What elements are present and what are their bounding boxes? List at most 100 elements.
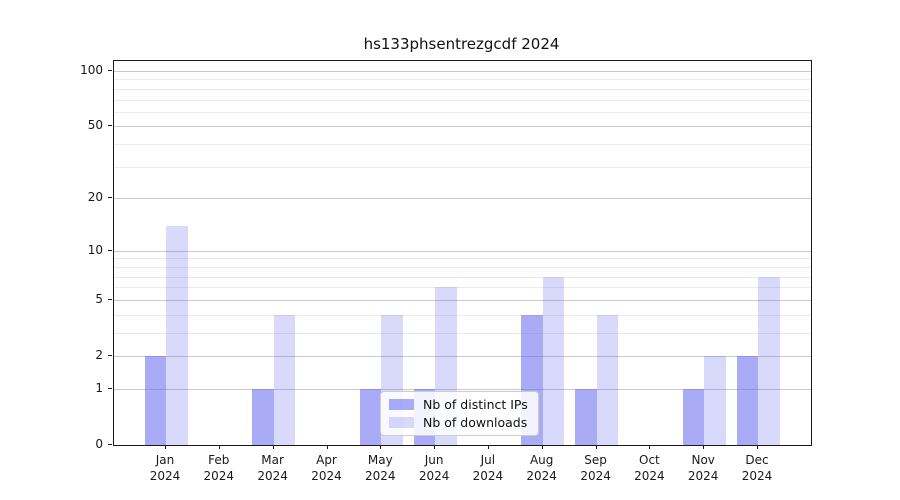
x-tick-year: 2024 bbox=[687, 469, 719, 483]
x-tick-mark bbox=[703, 445, 705, 449]
x-tick-label: Mar 2024 bbox=[243, 452, 303, 484]
x-tick-year: 2024 bbox=[580, 469, 611, 483]
y-tick-mark bbox=[108, 70, 112, 71]
gridline-minor bbox=[114, 258, 811, 260]
gridline-major bbox=[114, 71, 811, 72]
gridline-major bbox=[114, 388, 811, 390]
x-tick-mark bbox=[326, 445, 328, 449]
gridline-major bbox=[114, 250, 811, 252]
legend-item-distinct-ips: Nb of distinct IPs bbox=[389, 397, 528, 412]
gridline-major bbox=[114, 356, 811, 357]
x-tick-mark bbox=[380, 445, 382, 449]
y-tick-mark bbox=[108, 444, 112, 445]
bar-distinct-ips bbox=[144, 356, 166, 445]
bar-distinct-ips bbox=[252, 388, 274, 445]
legend-swatch-downloads bbox=[389, 417, 414, 428]
bar-distinct-ips bbox=[682, 388, 705, 445]
x-tick-month: Mar bbox=[261, 453, 284, 467]
x-tick-month: Oct bbox=[639, 453, 660, 467]
x-tick-year: 2024 bbox=[526, 469, 557, 483]
bar-downloads bbox=[273, 314, 296, 445]
legend-item-downloads: Nb of downloads bbox=[389, 415, 528, 430]
bar-downloads bbox=[704, 356, 726, 445]
x-tick-month: Jan bbox=[155, 453, 175, 467]
bar-distinct-ips bbox=[359, 388, 382, 445]
gridline-minor bbox=[114, 111, 811, 113]
y-tick-label: 0 bbox=[95, 437, 103, 451]
legend: Nb of distinct IPs Nb of downloads bbox=[380, 391, 539, 436]
gridline-minor bbox=[114, 287, 811, 289]
gridline-minor bbox=[114, 332, 811, 334]
bar-downloads bbox=[542, 276, 565, 445]
y-tick-mark bbox=[108, 355, 112, 356]
x-tick-year: 2024 bbox=[418, 469, 450, 483]
bar-distinct-ips bbox=[736, 356, 758, 445]
x-tick-year: 2024 bbox=[472, 469, 504, 483]
x-tick-month: Jul bbox=[480, 453, 496, 467]
x-tick-mark bbox=[165, 445, 166, 449]
x-tick-year: 2024 bbox=[634, 469, 665, 483]
gridline-minor bbox=[114, 144, 811, 146]
gridline-minor bbox=[114, 166, 811, 168]
legend-label-distinct-ips: Nb of distinct IPs bbox=[423, 397, 528, 412]
x-tick-label: Sep 2024 bbox=[566, 452, 626, 484]
x-tick-year: 2024 bbox=[257, 469, 288, 483]
y-tick-mark bbox=[108, 298, 112, 300]
gridline-minor bbox=[114, 314, 811, 316]
x-tick-month: Dec bbox=[745, 453, 769, 467]
bar-downloads bbox=[166, 225, 188, 445]
x-tick-label: Nov 2024 bbox=[673, 452, 733, 484]
x-tick-month: Nov bbox=[691, 453, 715, 467]
y-tick-label: 5 bbox=[95, 291, 103, 306]
x-tick-label: Dec 2024 bbox=[727, 452, 787, 484]
gridline-major bbox=[114, 198, 811, 200]
y-tick-mark bbox=[108, 197, 112, 199]
x-tick-label: Feb 2024 bbox=[189, 452, 249, 484]
y-tick-label: 10 bbox=[87, 242, 103, 257]
gridline-major bbox=[114, 299, 811, 301]
x-tick-year: 2024 bbox=[741, 469, 773, 483]
y-tick-label: 100 bbox=[80, 63, 103, 77]
x-tick-mark bbox=[595, 445, 597, 449]
legend-swatch-distinct-ips bbox=[389, 399, 414, 410]
gridline-minor bbox=[114, 99, 811, 101]
y-tick-label: 2 bbox=[95, 348, 103, 362]
bar-downloads bbox=[758, 276, 780, 445]
x-tick-label: Jun 2024 bbox=[404, 452, 464, 484]
x-tick-year: 2024 bbox=[365, 469, 396, 483]
x-tick-month: May bbox=[367, 453, 393, 467]
x-tick-year: 2024 bbox=[149, 469, 181, 483]
y-tick-mark bbox=[108, 125, 112, 127]
legend-label-downloads: Nb of downloads bbox=[423, 415, 528, 430]
x-tick-label: Apr 2024 bbox=[297, 452, 357, 484]
gridline-minor bbox=[114, 88, 811, 90]
bar-downloads bbox=[596, 314, 619, 445]
x-tick-year: 2024 bbox=[203, 469, 235, 483]
x-tick-mark bbox=[272, 445, 274, 449]
x-tick-mark bbox=[487, 445, 489, 449]
y-tick-mark bbox=[108, 249, 112, 251]
x-tick-month: Feb bbox=[208, 453, 230, 467]
y-tick-label: 50 bbox=[87, 118, 103, 133]
bar-distinct-ips bbox=[575, 388, 597, 445]
x-tick-year: 2024 bbox=[311, 469, 342, 483]
y-tick-mark bbox=[108, 387, 112, 389]
x-tick-month: Jun bbox=[424, 453, 444, 467]
gridline-minor bbox=[114, 79, 811, 81]
plot-area bbox=[113, 60, 812, 446]
x-tick-label: Aug 2024 bbox=[512, 452, 572, 484]
chart-title: hs133phsentrezgcdf 2024 bbox=[363, 35, 560, 53]
x-tick-label: Jan 2024 bbox=[135, 452, 195, 484]
x-tick-mark bbox=[541, 445, 543, 449]
x-tick-label: May 2024 bbox=[350, 452, 410, 484]
gridline-minor bbox=[114, 266, 811, 268]
gridline-minor bbox=[114, 276, 811, 278]
x-tick-label: Jul 2024 bbox=[458, 452, 518, 484]
x-tick-month: Sep bbox=[584, 453, 607, 467]
y-tick-label: 20 bbox=[87, 190, 103, 205]
y-tick-label: 1 bbox=[95, 380, 103, 395]
x-tick-mark bbox=[434, 445, 436, 449]
x-tick-month: Aug bbox=[529, 453, 554, 467]
x-tick-mark bbox=[649, 445, 651, 449]
